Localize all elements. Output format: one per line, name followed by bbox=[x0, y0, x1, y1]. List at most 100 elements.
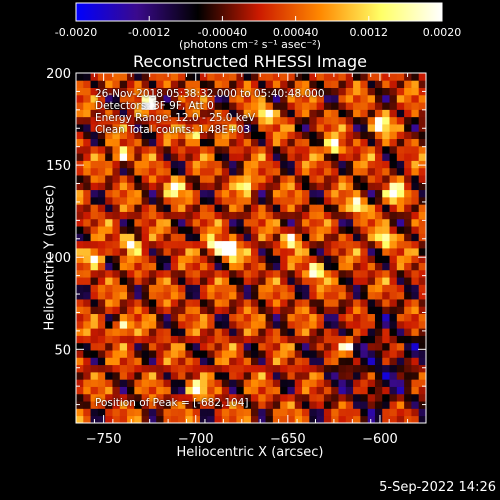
heatmap-cell bbox=[97, 80, 106, 88]
heatmap-cell bbox=[411, 204, 420, 212]
heatmap-cell bbox=[119, 145, 128, 154]
heatmap-cell bbox=[353, 248, 361, 256]
heatmap-cell bbox=[338, 277, 347, 285]
heatmap-cell bbox=[90, 94, 99, 103]
heatmap-cell bbox=[316, 313, 325, 322]
heatmap-cell bbox=[353, 138, 361, 147]
heatmap-cell bbox=[374, 393, 383, 402]
heatmap-cell bbox=[258, 73, 266, 81]
heatmap-cell bbox=[353, 116, 361, 125]
heatmap-cell bbox=[323, 226, 332, 234]
heatmap-cell bbox=[221, 313, 230, 322]
heatmap-cell bbox=[148, 138, 157, 147]
heatmap-cell bbox=[374, 415, 383, 424]
heatmap-cell bbox=[389, 342, 398, 351]
heatmap-cell bbox=[411, 306, 420, 315]
heatmap-cell bbox=[90, 189, 99, 198]
heatmap-cell bbox=[345, 218, 354, 227]
heatmap-cell bbox=[192, 116, 201, 125]
heatmap-cell bbox=[338, 240, 347, 249]
heatmap-cell bbox=[192, 248, 201, 256]
heatmap-cell bbox=[97, 350, 106, 358]
heatmap-cell bbox=[178, 153, 186, 161]
heatmap-cell bbox=[141, 364, 150, 373]
heatmap-cell bbox=[404, 116, 412, 125]
heatmap-cell bbox=[76, 371, 84, 380]
heatmap-cell bbox=[353, 145, 361, 154]
heatmap-cell bbox=[148, 240, 157, 249]
heatmap-cell bbox=[236, 313, 245, 322]
heatmap-cell bbox=[316, 342, 325, 351]
heatmap-cell bbox=[323, 167, 332, 176]
heatmap-cell bbox=[404, 364, 412, 373]
heatmap-cell bbox=[119, 364, 128, 373]
heatmap-cell bbox=[90, 291, 99, 300]
heatmap-cell bbox=[360, 153, 369, 161]
heatmap-cell bbox=[294, 240, 303, 249]
heatmap-cell bbox=[265, 138, 274, 147]
heatmap-cell bbox=[214, 182, 223, 191]
heatmap-cell bbox=[243, 109, 252, 118]
heatmap-cell bbox=[127, 218, 135, 227]
heatmap-cell bbox=[309, 284, 318, 293]
heatmap-cell bbox=[287, 335, 296, 344]
heatmap-cell bbox=[156, 371, 164, 380]
heatmap-cell bbox=[156, 204, 164, 212]
heatmap-cell bbox=[119, 153, 128, 161]
heatmap-cell bbox=[396, 299, 405, 307]
heatmap-cell bbox=[280, 116, 288, 125]
heatmap-cell bbox=[367, 124, 376, 132]
heatmap-cell bbox=[338, 94, 347, 103]
heatmap-cell bbox=[389, 204, 398, 212]
heatmap-cell bbox=[156, 262, 164, 271]
heatmap-cell bbox=[294, 153, 303, 161]
heatmap-cell bbox=[148, 116, 157, 125]
heatmap-cell bbox=[411, 175, 420, 183]
heatmap-cell bbox=[156, 94, 164, 103]
heatmap-cell bbox=[236, 94, 245, 103]
heatmap-cell bbox=[221, 73, 230, 81]
heatmap-cell bbox=[367, 138, 376, 147]
heatmap-cell bbox=[382, 153, 390, 161]
heatmap-cell bbox=[163, 284, 172, 293]
heatmap-cell bbox=[76, 255, 84, 263]
heatmap-cell bbox=[148, 415, 157, 424]
heatmap-cell bbox=[316, 350, 325, 358]
heatmap-cell bbox=[207, 401, 215, 409]
heatmap-cell bbox=[214, 415, 223, 424]
heatmap-cell bbox=[374, 160, 383, 169]
heatmap-cell bbox=[141, 408, 150, 417]
heatmap-cell bbox=[243, 262, 252, 271]
heatmap-cell bbox=[302, 160, 310, 169]
heatmap-cell bbox=[258, 269, 266, 278]
heatmap-cell bbox=[119, 350, 128, 358]
heatmap-cell bbox=[134, 284, 143, 293]
heatmap-cell bbox=[83, 189, 91, 198]
heatmap-cell bbox=[331, 342, 339, 351]
heatmap-cell bbox=[294, 182, 303, 191]
heatmap-cell bbox=[280, 262, 288, 271]
heatmap-cell bbox=[309, 299, 318, 307]
heatmap-cell bbox=[163, 175, 172, 183]
heatmap-cell bbox=[127, 109, 135, 118]
heatmap-cell bbox=[272, 313, 281, 322]
heatmap-cell bbox=[105, 313, 113, 322]
heatmap-cell bbox=[287, 401, 296, 409]
heatmap-cell bbox=[338, 102, 347, 110]
heatmap-cell bbox=[323, 102, 332, 110]
heatmap-cell bbox=[221, 328, 230, 336]
heatmap-cell bbox=[119, 255, 128, 263]
heatmap-cell bbox=[331, 408, 339, 417]
heatmap-cell bbox=[374, 335, 383, 344]
heatmap-cell bbox=[156, 116, 164, 125]
heatmap-cell bbox=[156, 313, 164, 322]
colorbar-tick-label: -0.0020 bbox=[55, 26, 97, 39]
heatmap-cell bbox=[251, 116, 259, 125]
heatmap-cell bbox=[134, 138, 143, 147]
heatmap-cell bbox=[229, 94, 237, 103]
heatmap-cell bbox=[112, 182, 121, 191]
heatmap-cell bbox=[404, 313, 412, 322]
heatmap-cell bbox=[309, 109, 318, 118]
heatmap-cell bbox=[316, 357, 325, 366]
heatmap-cell bbox=[112, 226, 121, 234]
